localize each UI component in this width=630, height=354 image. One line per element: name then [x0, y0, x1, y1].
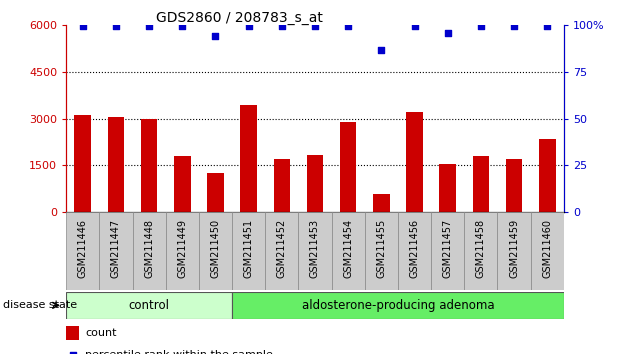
Bar: [141, 119, 158, 212]
Bar: [472, 156, 489, 212]
Bar: [273, 159, 290, 212]
Bar: [440, 164, 456, 212]
Text: GSM211448: GSM211448: [144, 219, 154, 278]
Bar: [431, 212, 464, 290]
Point: [210, 33, 220, 39]
Point: [144, 23, 154, 29]
Text: GSM211455: GSM211455: [376, 219, 386, 278]
Bar: [240, 104, 257, 212]
Text: count: count: [85, 328, 117, 338]
Bar: [232, 292, 564, 319]
Point: [542, 23, 553, 29]
Text: GSM211458: GSM211458: [476, 219, 486, 278]
Point: [476, 23, 486, 29]
Text: GSM211457: GSM211457: [443, 219, 453, 278]
Point: [443, 30, 453, 35]
Bar: [199, 212, 232, 290]
Bar: [331, 212, 365, 290]
Bar: [100, 212, 132, 290]
Point: [67, 353, 77, 354]
Bar: [232, 212, 265, 290]
Text: control: control: [129, 299, 169, 312]
Text: GSM211452: GSM211452: [277, 219, 287, 278]
Bar: [66, 326, 79, 340]
Point: [244, 23, 254, 29]
Bar: [265, 212, 299, 290]
Text: GSM211460: GSM211460: [542, 219, 553, 278]
Bar: [398, 212, 431, 290]
Bar: [498, 212, 530, 290]
Bar: [166, 212, 199, 290]
Point: [177, 23, 187, 29]
Text: percentile rank within the sample: percentile rank within the sample: [85, 350, 273, 354]
Text: aldosterone-producing adenoma: aldosterone-producing adenoma: [302, 299, 495, 312]
Point: [410, 23, 420, 29]
Text: GSM211447: GSM211447: [111, 219, 121, 278]
Point: [77, 23, 88, 29]
Text: GSM211459: GSM211459: [509, 219, 519, 278]
Bar: [406, 112, 423, 212]
Point: [277, 23, 287, 29]
Bar: [132, 212, 166, 290]
Bar: [530, 212, 564, 290]
Point: [343, 23, 353, 29]
Bar: [74, 115, 91, 212]
Bar: [108, 117, 124, 212]
Bar: [66, 212, 100, 290]
Text: disease state: disease state: [3, 300, 77, 310]
Text: GSM211449: GSM211449: [177, 219, 187, 278]
Bar: [365, 212, 398, 290]
Bar: [299, 212, 331, 290]
Point: [111, 23, 121, 29]
Point: [310, 23, 320, 29]
Point: [509, 23, 519, 29]
Bar: [174, 156, 191, 212]
Text: GSM211456: GSM211456: [410, 219, 420, 278]
Text: GSM211453: GSM211453: [310, 219, 320, 278]
Bar: [539, 139, 556, 212]
Bar: [307, 155, 323, 212]
Bar: [464, 212, 498, 290]
Bar: [373, 194, 389, 212]
Bar: [66, 292, 232, 319]
Bar: [207, 173, 224, 212]
Text: GDS2860 / 208783_s_at: GDS2860 / 208783_s_at: [156, 11, 323, 25]
Point: [376, 47, 386, 53]
Text: GSM211451: GSM211451: [244, 219, 254, 278]
Text: GSM211450: GSM211450: [210, 219, 220, 278]
Text: GSM211454: GSM211454: [343, 219, 353, 278]
Text: GSM211446: GSM211446: [77, 219, 88, 278]
Bar: [506, 159, 522, 212]
Bar: [340, 122, 357, 212]
